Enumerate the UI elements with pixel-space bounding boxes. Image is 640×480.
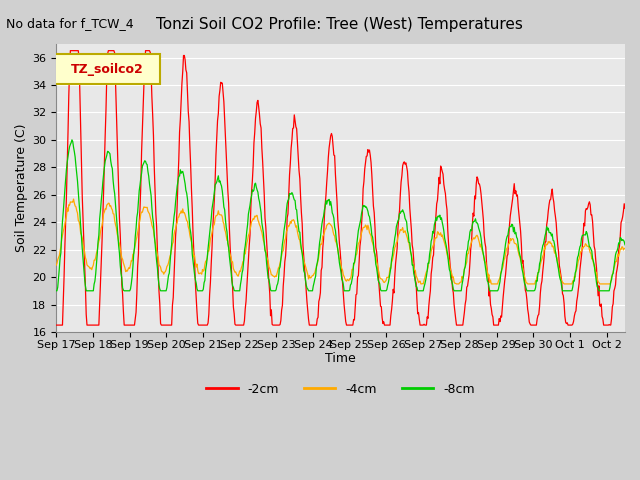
- Text: TZ_soilco2: TZ_soilco2: [71, 63, 144, 76]
- FancyBboxPatch shape: [54, 54, 159, 84]
- Y-axis label: Soil Temperature (C): Soil Temperature (C): [15, 124, 28, 252]
- Text: No data for f_TCW_4: No data for f_TCW_4: [6, 17, 134, 30]
- X-axis label: Time: Time: [325, 352, 356, 365]
- Text: Tonzi Soil CO2 Profile: Tree (West) Temperatures: Tonzi Soil CO2 Profile: Tree (West) Temp…: [156, 17, 523, 32]
- Legend: -2cm, -4cm, -8cm: -2cm, -4cm, -8cm: [202, 378, 480, 401]
